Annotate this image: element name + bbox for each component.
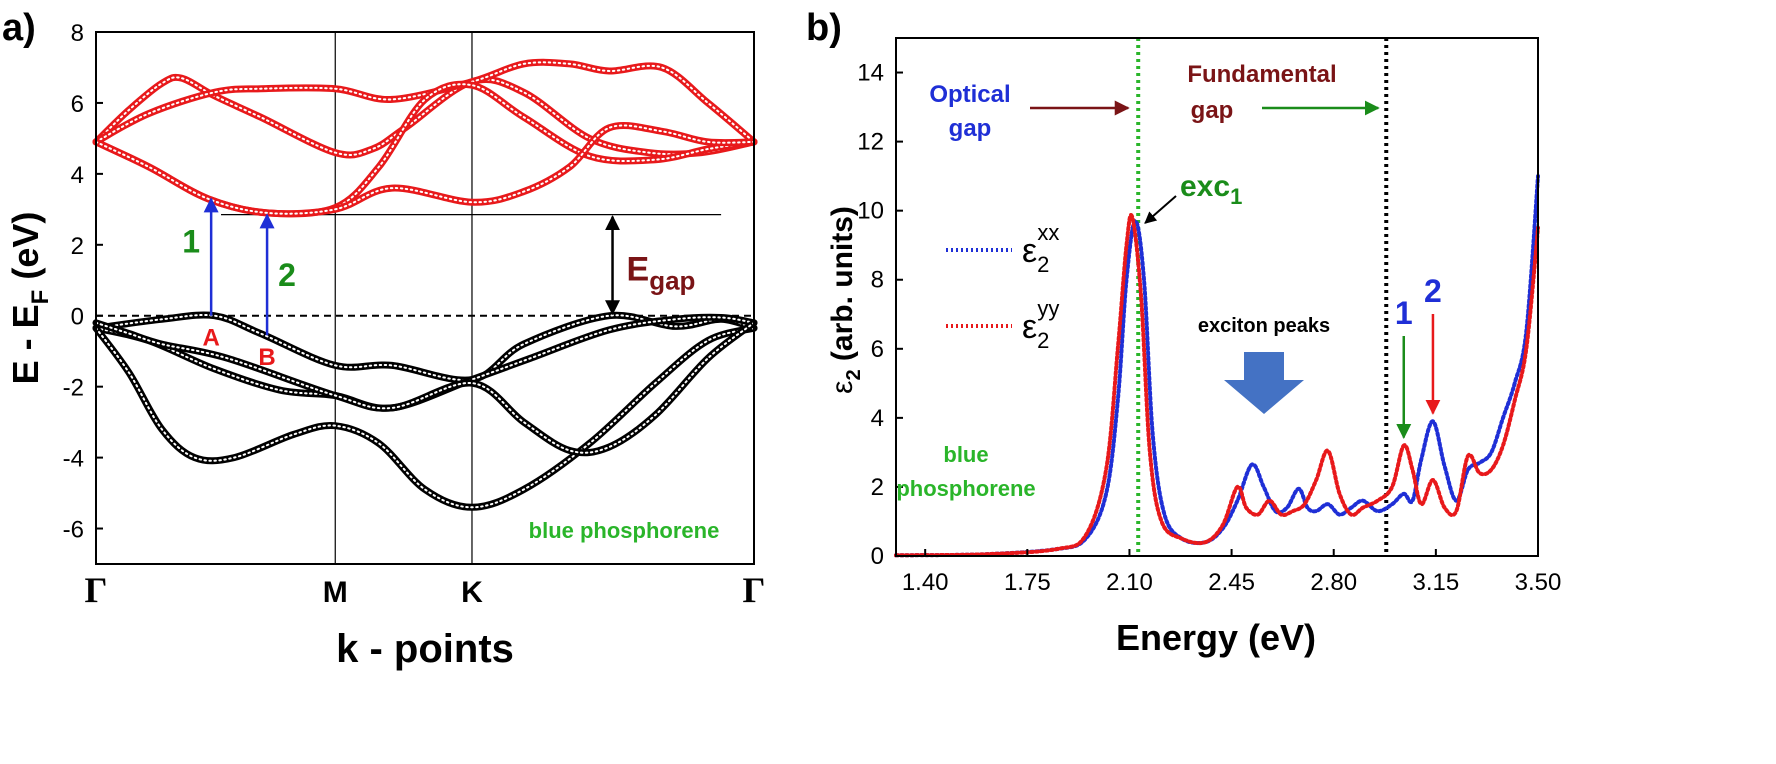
band-structure-panel: a) 8 6 4 2 0 -2 -4 -6 Γ M K Γ 1 A 2 B Egap blue phospho… [2, 7, 765, 671]
egap-label-sub: gap [649, 265, 695, 295]
y-tick-label: 8 [71, 20, 84, 47]
y-tick-label-b: 4 [871, 405, 884, 432]
x-tick-label-b: 2.80 [1310, 569, 1357, 596]
y-tick-label: 4 [71, 162, 84, 189]
kpoint-label: M [323, 576, 348, 609]
egap-label: Egap [627, 250, 696, 295]
valence-band-4-line [92, 319, 758, 457]
legend-sub: 2 [1037, 252, 1049, 277]
y-tick-label: 6 [71, 91, 84, 118]
legend-main: ε [1022, 308, 1037, 346]
y-tick-label: 2 [71, 233, 84, 260]
material-label-a: blue phosphorene [529, 518, 720, 543]
optical-gap-label-line1: Optical [929, 81, 1010, 108]
y-axis-title-b-sub: 2 [843, 369, 865, 380]
kpoint-marker-B: B [258, 344, 275, 371]
y-axis-title-sub: F [27, 290, 54, 305]
y-tick-label-b: 0 [871, 543, 884, 570]
y-tick-label-b: 6 [871, 336, 884, 363]
x-tick-label-b: 2.45 [1208, 569, 1255, 596]
x-tick-label-b: 1.75 [1004, 569, 1051, 596]
legend-label-eps2_xx: ε2 xx [1022, 220, 1059, 277]
valence-band-3-markers [95, 327, 755, 509]
y-ticks-b: 0 2 4 6 8 10 12 14 [857, 60, 903, 570]
y-axis-title-b-unit: (arb. units) [826, 206, 859, 369]
y-axis-title-unit: (eV) [5, 212, 46, 290]
peak-label-1: 1 [1395, 295, 1413, 331]
kpoint-marker-A: A [202, 325, 219, 352]
egap-label-main: E [627, 250, 650, 288]
spectrum-annotations: OpticalgapFundamentalgapexc1ε2xxε2yyexci… [896, 61, 1442, 501]
transition-label-2: 2 [278, 257, 296, 293]
valence-band-4-markers [95, 321, 755, 454]
exciton-label-main: exc [1180, 170, 1230, 203]
y-tick-label: 0 [71, 304, 84, 331]
valence-band-1-markers [95, 313, 755, 382]
kpoint-label: K [461, 576, 483, 609]
x-axis-title-a: k - points [336, 627, 514, 671]
legend-sup: yy [1037, 296, 1059, 321]
y-axis-title-main: E - E [5, 304, 46, 384]
spectra [894, 174, 1540, 558]
legend-sub: 2 [1037, 328, 1049, 353]
exciton-peaks-arrow [1224, 352, 1304, 414]
band-annotations: 1 A 2 B Egap blue phosphorene [182, 197, 720, 543]
y-axis-title-a: E - EF (eV) [5, 212, 54, 385]
eps2_yy-curve [894, 213, 1540, 558]
y-axis-title-b: ε2 (arb. units) [826, 206, 865, 394]
transition-label-1: 1 [182, 223, 200, 259]
material-label-b-line1: blue [943, 442, 988, 467]
y-tick-label-b: 14 [857, 60, 884, 87]
y-tick-label-b: 10 [857, 198, 884, 225]
conduction-band-1-line [92, 73, 758, 159]
panel-label-a: a) [2, 7, 36, 49]
exciton-label: exc1 [1180, 170, 1242, 209]
x-ticks-b: 1.40 1.75 2.10 2.45 2.80 3.15 3.50 [902, 549, 1562, 596]
exciton-label-sub: 1 [1230, 184, 1242, 209]
y-tick-label: -2 [63, 375, 84, 402]
y-tick-label-b: 12 [857, 129, 884, 156]
gap-lines [1136, 38, 1389, 556]
y-tick-label-b: 8 [871, 267, 884, 294]
conduction-band-1-markers [95, 76, 755, 156]
fundamental-gap-label-line1: Fundamental [1187, 61, 1336, 88]
x-axis-title-b: Energy (eV) [1116, 617, 1316, 658]
y-ticks: 8 6 4 2 0 -2 -4 -6 [63, 20, 103, 544]
kpoint-label: Γ [743, 570, 766, 610]
y-tick-label: -4 [63, 446, 84, 473]
y-tick-label-b: 2 [871, 474, 884, 501]
peak-label-2: 2 [1424, 273, 1442, 309]
exciton-peaks-label: exciton peaks [1198, 315, 1330, 337]
bands [92, 58, 758, 511]
legend-main: ε [1022, 232, 1037, 270]
panel-label-b: b) [806, 7, 842, 49]
y-tick-label: -6 [63, 517, 84, 544]
plot-frame-b [895, 37, 1539, 557]
conduction-band-2-markers [95, 61, 755, 143]
kpoint-label: Γ [85, 570, 108, 610]
plot-frame-a [95, 31, 755, 565]
optical-gap-label-line2: gap [949, 115, 992, 142]
legend-label-eps2_yy: ε2 yy [1022, 296, 1059, 353]
kpoint-lines [334, 32, 473, 564]
exciton-arrow [1144, 195, 1177, 224]
x-tick-label-b: 3.15 [1413, 569, 1460, 596]
y-axis-title-b-main: ε [826, 381, 859, 394]
conduction-band-4-line [92, 121, 758, 218]
x-tick-label-b: 2.10 [1106, 569, 1153, 596]
legend-sup: xx [1037, 220, 1059, 245]
x-tick-label-b: 3.50 [1515, 569, 1562, 596]
material-label-b-line2: phosphorene [896, 476, 1035, 501]
x-tick-label-b: 1.40 [902, 569, 949, 596]
conduction-band-4-markers [95, 124, 755, 215]
fundamental-gap-label-line2: gap [1191, 97, 1234, 124]
